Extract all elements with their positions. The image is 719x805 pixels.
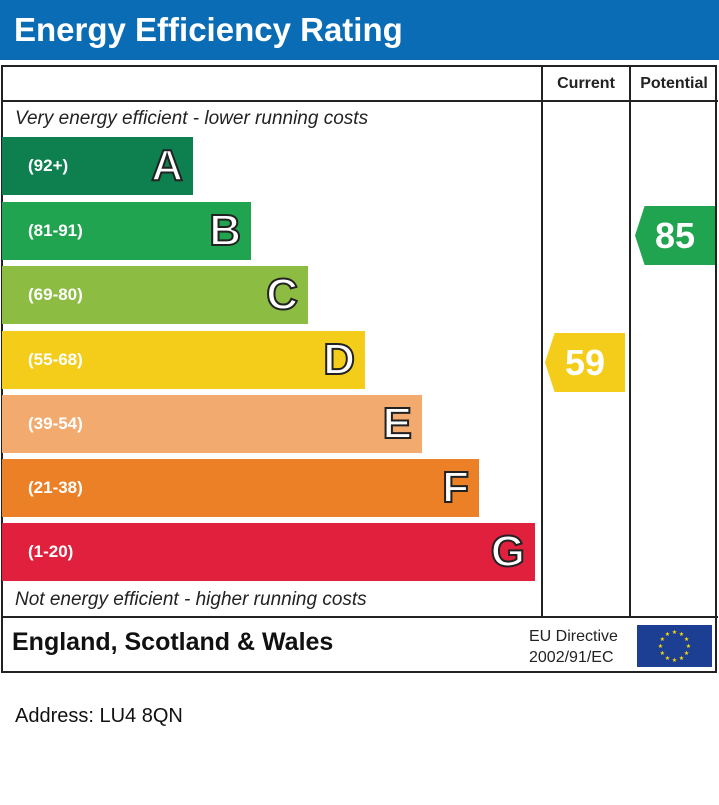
band-e: (39-54) E [2,395,422,453]
band-range: (81-91) [28,221,83,240]
divider [629,65,631,618]
band-letter: A [150,140,184,191]
band-range: (21-38) [28,478,83,497]
band-range: (92+) [28,156,69,175]
svg-text:★: ★ [679,631,684,638]
divider [1,100,718,102]
svg-text:★: ★ [684,636,689,643]
band-letter: B [208,205,242,256]
svg-text:★: ★ [658,643,663,650]
svg-text:★: ★ [660,650,665,657]
band-b: (81-91) B [2,202,251,260]
svg-text:★: ★ [679,655,684,662]
eu-directive: EU Directive 2002/91/EC [529,626,618,668]
divider [1,616,718,618]
band-range: (69-80) [28,285,83,304]
band-c: (69-80) C [2,266,308,324]
svg-text:★: ★ [665,631,670,638]
potential-rating-arrow: 85 [635,206,715,265]
band-letter: D [322,334,356,385]
region-label: England, Scotland & Wales [12,628,334,656]
band-range: (39-54) [28,414,83,433]
band-d: (55-68) D [2,331,365,389]
top-note: Very energy efficient - lower running co… [15,108,369,129]
directive-line1: EU Directive [529,628,618,645]
svg-text:★: ★ [672,629,677,636]
directive-line2: 2002/91/EC [529,649,614,666]
column-current: Current [557,75,615,92]
band-g: (1-20) G [2,523,535,581]
svg-text:★: ★ [660,636,665,643]
chart-title: Energy Efficiency Rating [0,0,719,60]
divider [541,65,543,618]
bottom-note: Not energy efficient - higher running co… [15,589,367,610]
band-letter: E [382,398,413,449]
column-potential: Potential [640,75,708,92]
svg-text:★: ★ [684,650,689,657]
band-range: (1-20) [28,542,74,561]
band-a: (92+) A [2,137,193,195]
band-f: (21-38) F [2,459,479,517]
svg-text:★: ★ [686,643,691,650]
band-letter: C [265,269,299,320]
band-range: (55-68) [28,350,83,369]
band-letter: F [441,462,470,513]
svg-text:★: ★ [665,655,670,662]
band-letter: G [490,526,526,577]
address: Address: LU4 8QN [15,705,183,727]
current-rating-arrow: 59 [545,333,625,392]
svg-text:★: ★ [672,657,677,664]
eu-flag-icon: ★★★★★★★★★ ★ ★★ [637,625,712,667]
